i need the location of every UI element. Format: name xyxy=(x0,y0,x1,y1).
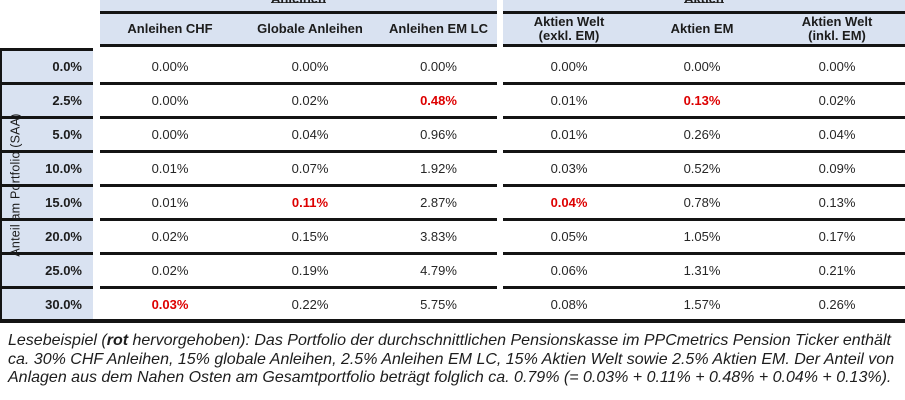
table-cell: 0.09% xyxy=(769,153,905,187)
table-cell: 0.00% xyxy=(503,51,635,85)
table-cell: 0.96% xyxy=(380,119,497,153)
table-cell: 0.19% xyxy=(240,255,380,289)
column-header-band-anleihen: Anleihen CHF Globale Anleihen Anleihen E… xyxy=(100,14,497,47)
table-row: 5.0% 0.00% 0.04% 0.96% 0.01% 0.26% 0.04% xyxy=(0,119,905,153)
table-cell: 0.78% xyxy=(635,187,769,221)
table-cell: 0.00% xyxy=(240,51,380,85)
table-cell-highlighted: 0.11% xyxy=(240,187,380,221)
table-cell: 0.00% xyxy=(635,51,769,85)
table-cell: 0.00% xyxy=(769,51,905,85)
column-header-anleihen-chf: Anleihen CHF xyxy=(100,14,240,44)
row-label: 25.0% xyxy=(0,255,93,289)
table-cell: 0.17% xyxy=(769,221,905,255)
table-cell: 0.06% xyxy=(503,255,635,289)
table-cell: 1.05% xyxy=(635,221,769,255)
table-cell: 0.03% xyxy=(503,153,635,187)
column-header-text: Anleihen CHF xyxy=(127,21,213,36)
table-cell: 0.01% xyxy=(503,119,635,153)
table-cell-highlighted: 0.13% xyxy=(635,85,769,119)
column-header-text: Aktien Welt xyxy=(533,14,605,29)
table-row: 2.5% 0.00% 0.02% 0.48% 0.01% 0.13% 0.02% xyxy=(0,85,905,119)
table-cell: 0.01% xyxy=(100,153,240,187)
column-header-text: Anleihen EM LC xyxy=(389,21,488,36)
row-label: 0.0% xyxy=(0,51,93,85)
column-header-anleihen-em-lc: Anleihen EM LC xyxy=(380,14,497,44)
table-cell: 2.87% xyxy=(380,187,497,221)
column-header-band-aktien: Aktien Welt (exkl. EM) Aktien EM Aktien … xyxy=(503,14,905,47)
group-header-anleihen-label: Anleihen xyxy=(271,0,326,5)
table-cell: 0.52% xyxy=(635,153,769,187)
table-cell: 0.08% xyxy=(550,297,588,312)
label-column-top-rule xyxy=(0,48,93,51)
table-cell: 1.31% xyxy=(635,255,769,289)
table-cell: 1.92% xyxy=(380,153,497,187)
group-header-aktien-label: Aktien xyxy=(684,0,724,5)
table-row: 15.0% 0.01% 0.11% 2.87% 0.04% 0.78% 0.13… xyxy=(0,187,905,221)
caption-bold-rot: rot xyxy=(106,332,129,349)
row-label: 30.0% xyxy=(0,289,93,320)
caption-lead: Lesebeispiel ( xyxy=(8,332,107,349)
table-cell: 0.00% xyxy=(100,119,240,153)
table-row: 25.0% 0.02% 0.19% 4.79% 0.06% 1.31% 0.21… xyxy=(0,255,905,289)
table-row: 30.0% 0.03% 0.22% 5.75% 0.08% 1.57% 0.26… xyxy=(0,289,905,320)
table-cell: 0.02% xyxy=(769,85,905,119)
table-cell: 0.04% xyxy=(769,119,905,153)
table-cell-highlighted: 0.04% xyxy=(503,187,635,221)
table-cell: 5.75% xyxy=(420,297,457,312)
table-bottom-rule xyxy=(0,319,905,323)
table-cell: 0.26% xyxy=(818,297,856,312)
row-label: 2.5% xyxy=(0,85,93,119)
table-cell-highlighted: 0.48% xyxy=(380,85,497,119)
table-cell: 1.57% xyxy=(683,297,721,312)
table-cell: 0.21% xyxy=(769,255,905,289)
column-header-aktien-welt-exkl-em: Aktien Welt (exkl. EM) xyxy=(503,14,635,44)
row-label: 20.0% xyxy=(0,221,93,255)
table-cell: 0.00% xyxy=(100,51,240,85)
row-label: 5.0% xyxy=(0,119,93,153)
table-cell: 0.00% xyxy=(100,85,240,119)
row-label: 10.0% xyxy=(0,153,93,187)
table-body: 0.0% 0.00% 0.00% 0.00% 0.00% 0.00% 0.00%… xyxy=(0,51,905,320)
table-cell: 0.02% xyxy=(240,85,380,119)
table-row: 20.0% 0.02% 0.15% 3.83% 0.05% 1.05% 0.17… xyxy=(0,221,905,255)
table-cell: 4.79% xyxy=(380,255,497,289)
table-cell: 0.04% xyxy=(240,119,380,153)
table-cell: 0.02% xyxy=(100,255,240,289)
table-cell: 0.01% xyxy=(503,85,635,119)
column-header-text-line2: (inkl. EM) xyxy=(808,28,866,43)
table-cell: 0.26% xyxy=(635,119,769,153)
column-header-globale-anleihen: Globale Anleihen xyxy=(240,14,380,44)
table-cell: 0.02% xyxy=(100,221,240,255)
column-header-text: Globale Anleihen xyxy=(257,21,363,36)
table-row: 10.0% 0.01% 0.07% 1.92% 0.03% 0.52% 0.09… xyxy=(0,153,905,187)
table-cell-highlighted: 0.03% xyxy=(151,297,189,312)
table-row: 0.0% 0.00% 0.00% 0.00% 0.00% 0.00% 0.00% xyxy=(0,51,905,85)
group-header-aktien: Aktien xyxy=(503,0,905,14)
table-cell: 0.00% xyxy=(380,51,497,85)
table-cell: 0.07% xyxy=(240,153,380,187)
column-header-text-line2: (exkl. EM) xyxy=(538,28,600,43)
column-header-aktien-welt-inkl-em: Aktien Welt (inkl. EM) xyxy=(769,14,905,44)
table-cell: 0.22% xyxy=(291,297,329,312)
table-cell: 0.05% xyxy=(503,221,635,255)
table-cell: 3.83% xyxy=(380,221,497,255)
caption-rest: hervorgehoben): Das Portfolio der durchs… xyxy=(8,332,895,386)
table-cell: 0.15% xyxy=(240,221,380,255)
table-cell: 0.13% xyxy=(769,187,905,221)
column-header-text: Aktien EM xyxy=(670,21,734,36)
table-cell: 0.01% xyxy=(100,187,240,221)
caption: Lesebeispiel (rot hervorgehoben): Das Po… xyxy=(8,332,901,388)
column-header-text: Aktien Welt xyxy=(801,14,873,29)
row-label: 15.0% xyxy=(0,187,93,221)
column-header-aktien-em: Aktien EM xyxy=(635,14,769,44)
group-header-anleihen: Anleihen xyxy=(100,0,497,14)
